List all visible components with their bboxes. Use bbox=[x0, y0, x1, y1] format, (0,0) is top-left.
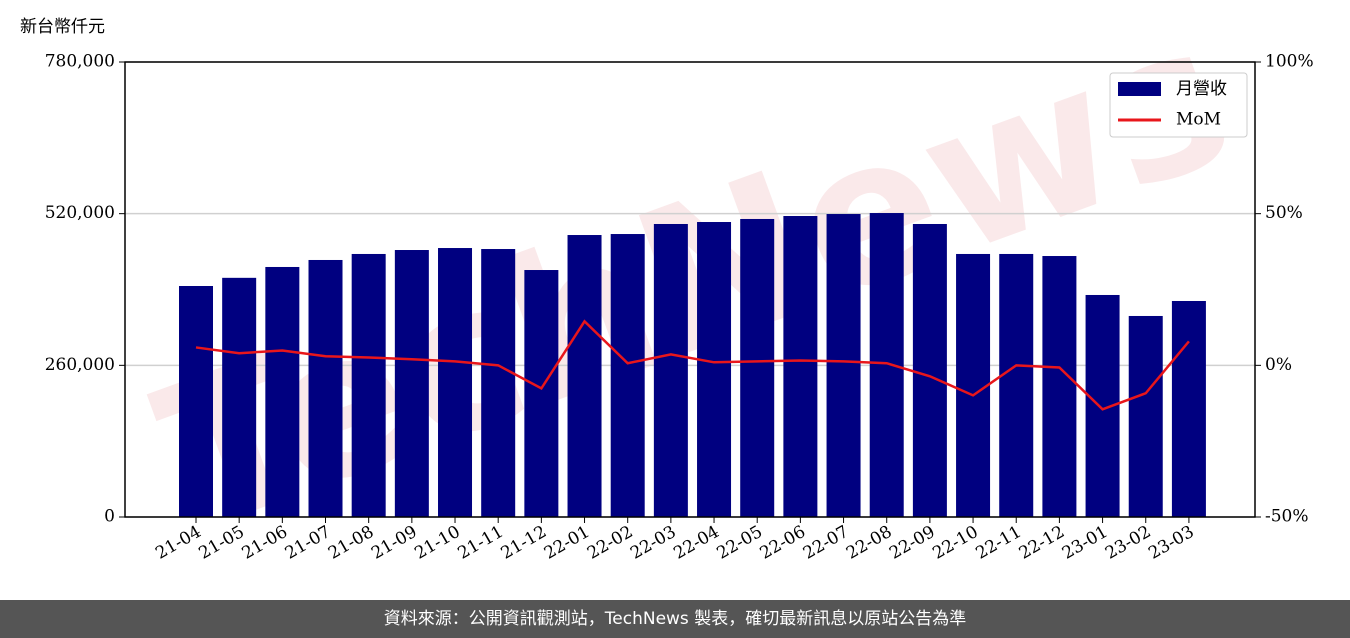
bar bbox=[653, 223, 688, 517]
x-tick-label: 22-09 bbox=[886, 522, 938, 564]
bar bbox=[394, 250, 429, 517]
x-tick-label: 22-02 bbox=[584, 522, 636, 564]
bar bbox=[783, 216, 818, 517]
x-tick-label: 22-10 bbox=[929, 522, 981, 564]
bar bbox=[222, 277, 257, 517]
x-tick-label: 23-02 bbox=[1102, 522, 1154, 564]
footer-bar bbox=[0, 600, 1350, 638]
bar bbox=[481, 249, 516, 517]
y-tick-label: 780,000 bbox=[45, 52, 115, 72]
x-tick-label: 22-01 bbox=[541, 522, 593, 564]
y2-tick-label: 50% bbox=[1265, 203, 1303, 223]
y-tick-label: 260,000 bbox=[45, 355, 115, 375]
bar bbox=[351, 253, 386, 517]
x-tick-label: 22-06 bbox=[757, 522, 809, 564]
bar bbox=[697, 222, 732, 517]
bar bbox=[912, 223, 947, 517]
bar bbox=[179, 286, 213, 517]
x-tick-label: 21-09 bbox=[368, 522, 420, 564]
x-tick-label: 22-05 bbox=[714, 522, 766, 564]
bar bbox=[1128, 315, 1163, 517]
x-tick-label: 21-10 bbox=[411, 522, 463, 564]
bar bbox=[567, 235, 602, 517]
plot-frame bbox=[124, 61, 1256, 518]
x-tick-label: 22-07 bbox=[800, 522, 852, 564]
y-tick-label: 520,000 bbox=[45, 203, 115, 223]
x-tick-label: 22-03 bbox=[627, 522, 679, 564]
bar bbox=[438, 248, 473, 517]
bar bbox=[999, 253, 1034, 517]
x-tick-label: 22-08 bbox=[843, 522, 895, 564]
legend-label: 月營收 bbox=[1176, 79, 1227, 99]
bar bbox=[1042, 256, 1077, 517]
line bbox=[195, 319, 1190, 411]
x-tick-label: 21-04 bbox=[152, 522, 204, 564]
bar bbox=[1171, 300, 1206, 517]
bar bbox=[869, 213, 904, 517]
x-tick-label: 21-12 bbox=[498, 522, 550, 564]
bar bbox=[740, 218, 775, 517]
x-tick-label: 22-12 bbox=[1016, 522, 1068, 564]
y-axis-label: 新台幣仟元 bbox=[20, 17, 105, 37]
bar bbox=[610, 234, 645, 517]
y2-tick-label: 100% bbox=[1265, 52, 1314, 72]
bar bbox=[826, 214, 861, 517]
y2-tick-label: 0% bbox=[1265, 355, 1292, 375]
bar bbox=[956, 253, 991, 517]
x-tick-label: 21-11 bbox=[454, 522, 506, 564]
bar bbox=[308, 259, 343, 517]
legend-label: MoM bbox=[1176, 110, 1221, 130]
bar bbox=[524, 270, 559, 517]
y-tick-label: 0 bbox=[104, 507, 115, 527]
x-tick-label: 22-11 bbox=[973, 522, 1025, 564]
y2-tick-label: -50% bbox=[1265, 507, 1309, 527]
footer: 資料來源：公開資訊觀測站，TechNews 製表，確切最新訊息以原站公告為準 bbox=[384, 609, 966, 629]
bar bbox=[265, 266, 300, 517]
x-tick-label: 23-03 bbox=[1145, 522, 1197, 564]
legend-swatch bbox=[1118, 82, 1161, 96]
x-tick-label: 23-01 bbox=[1059, 522, 1111, 564]
x-tick-label: 22-04 bbox=[670, 522, 722, 564]
